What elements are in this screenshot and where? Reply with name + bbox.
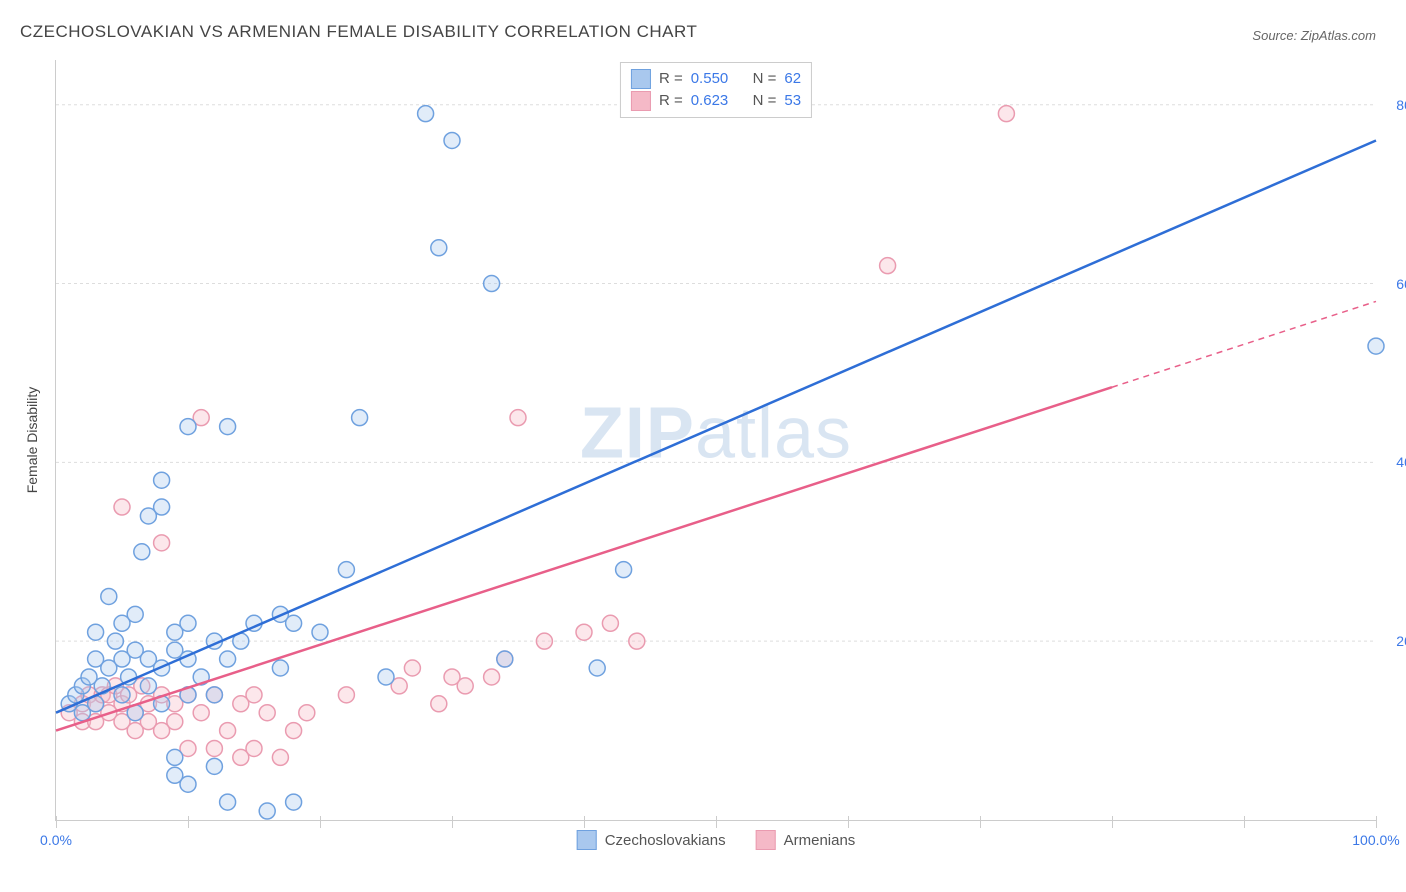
data-point-a: [88, 624, 104, 640]
y-tick-label: 60.0%: [1381, 276, 1406, 292]
legend-row-a: R = 0.550 N = 62: [631, 68, 801, 90]
data-point-a: [1368, 338, 1384, 354]
y-tick-label: 80.0%: [1381, 97, 1406, 113]
data-point-b: [286, 723, 302, 739]
data-point-b: [536, 633, 552, 649]
legend-swatch-b-bottom: [756, 830, 776, 850]
data-point-b: [404, 660, 420, 676]
data-point-a: [154, 499, 170, 515]
x-tick-label: 100.0%: [1352, 832, 1399, 848]
regression-line-b: [56, 387, 1112, 730]
data-point-a: [206, 687, 222, 703]
data-point-b: [998, 106, 1014, 122]
plot-area: ZIPatlas R = 0.550 N = 62 R = 0.623 N = …: [55, 60, 1376, 821]
source-label: Source:: [1252, 28, 1297, 43]
y-axis-label: Female Disability: [24, 387, 40, 494]
data-point-a: [220, 794, 236, 810]
legend-label-b: Armenians: [784, 832, 856, 849]
data-point-b: [114, 499, 130, 515]
data-point-b: [246, 687, 262, 703]
data-point-a: [220, 651, 236, 667]
data-point-a: [127, 606, 143, 622]
data-point-a: [431, 240, 447, 256]
data-point-a: [180, 776, 196, 792]
data-point-b: [167, 714, 183, 730]
data-point-a: [107, 633, 123, 649]
data-point-b: [299, 705, 315, 721]
data-point-a: [101, 588, 117, 604]
data-point-a: [114, 687, 130, 703]
data-point-a: [272, 660, 288, 676]
data-point-a: [220, 419, 236, 435]
data-point-b: [602, 615, 618, 631]
data-point-a: [167, 749, 183, 765]
data-point-a: [312, 624, 328, 640]
data-point-b: [431, 696, 447, 712]
data-point-b: [206, 740, 222, 756]
data-point-a: [180, 419, 196, 435]
data-point-a: [134, 544, 150, 560]
data-point-b: [510, 410, 526, 426]
n-label-a: N =: [753, 68, 777, 90]
r-label-b: R =: [659, 90, 683, 112]
legend-swatch-b: [631, 91, 651, 111]
data-point-a: [497, 651, 513, 667]
data-point-b: [220, 723, 236, 739]
x-tick-label: 0.0%: [40, 832, 72, 848]
data-point-a: [444, 132, 460, 148]
data-point-a: [154, 472, 170, 488]
data-point-a: [616, 562, 632, 578]
data-point-a: [484, 276, 500, 292]
correlation-legend: R = 0.550 N = 62 R = 0.623 N = 53: [620, 62, 812, 118]
r-label-a: R =: [659, 68, 683, 90]
data-point-b: [576, 624, 592, 640]
legend-item-a: Czechoslovakians: [577, 830, 726, 850]
data-point-b: [193, 705, 209, 721]
source-value: ZipAtlas.com: [1301, 28, 1376, 43]
chart-svg: [56, 60, 1376, 820]
data-point-a: [378, 669, 394, 685]
legend-swatch-a-bottom: [577, 830, 597, 850]
data-point-a: [286, 615, 302, 631]
legend-item-b: Armenians: [756, 830, 856, 850]
data-point-a: [180, 615, 196, 631]
data-point-b: [154, 535, 170, 551]
data-point-a: [140, 678, 156, 694]
regression-line-a: [56, 140, 1376, 712]
legend-label-a: Czechoslovakians: [605, 832, 726, 849]
data-point-b: [246, 740, 262, 756]
y-tick-label: 20.0%: [1381, 633, 1406, 649]
data-point-a: [259, 803, 275, 819]
n-label-b: N =: [753, 90, 777, 112]
source-attribution: Source: ZipAtlas.com: [1252, 28, 1376, 43]
data-point-b: [484, 669, 500, 685]
r-value-b: 0.623: [691, 90, 729, 112]
r-value-a: 0.550: [691, 68, 729, 90]
data-point-b: [259, 705, 275, 721]
data-point-b: [338, 687, 354, 703]
series-legend: Czechoslovakians Armenians: [577, 830, 856, 850]
legend-swatch-a: [631, 69, 651, 89]
n-value-a: 62: [784, 68, 801, 90]
chart-title: CZECHOSLOVAKIAN VS ARMENIAN FEMALE DISAB…: [20, 22, 697, 42]
data-point-b: [272, 749, 288, 765]
data-point-a: [206, 758, 222, 774]
n-value-b: 53: [784, 90, 801, 112]
data-point-b: [629, 633, 645, 649]
data-point-b: [880, 258, 896, 274]
data-point-a: [286, 794, 302, 810]
y-tick-label: 40.0%: [1381, 454, 1406, 470]
legend-row-b: R = 0.623 N = 53: [631, 90, 801, 112]
data-point-a: [589, 660, 605, 676]
data-point-a: [418, 106, 434, 122]
data-point-a: [338, 562, 354, 578]
regression-line-b-extrapolated: [1112, 301, 1376, 387]
data-point-b: [457, 678, 473, 694]
data-point-a: [352, 410, 368, 426]
